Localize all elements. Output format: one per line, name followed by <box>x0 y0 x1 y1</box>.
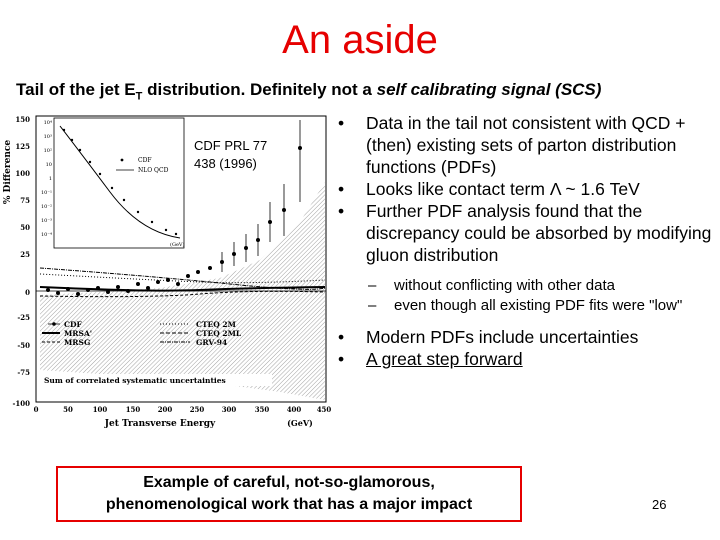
callout-line1: Example of careful, not-so-glamorous, <box>143 474 435 491</box>
y-tick: 150 <box>15 115 30 124</box>
inset-ytick: 10 <box>46 162 52 168</box>
bullet-item: • Further PDF analysis found that the dis… <box>336 200 720 266</box>
subtitle-italic: self calibrating signal (SCS) <box>376 80 602 99</box>
y-tick: 125 <box>15 142 30 151</box>
sub-bullet-item: – without conflicting with other data <box>336 276 720 296</box>
cdf-jet-et-figure: % Difference 150 125 100 75 50 25 0 -25 … <box>0 112 340 432</box>
x-tick: 200 <box>158 405 173 414</box>
inset-ytick: 10⁻³ <box>41 218 52 224</box>
bullet-dot: • <box>338 327 345 347</box>
subtitle-subscript: T <box>135 90 143 103</box>
bullet-dot: • <box>338 349 345 369</box>
x-tick: 400 <box>287 405 302 414</box>
sub-bullet-dash: – <box>368 297 377 314</box>
bullet-text: Further PDF analysis found that the disc… <box>366 201 712 265</box>
sub-bullet-dash: – <box>368 277 377 294</box>
syst-label: Sum of correlated systematic uncertainti… <box>44 376 226 385</box>
x-tick: 50 <box>63 405 73 414</box>
cdf-data-points <box>46 120 302 296</box>
legend-mrsg: MRSG <box>64 338 90 347</box>
y-tick: 50 <box>20 223 30 232</box>
figure-ylabel: % Difference <box>3 140 13 205</box>
sub-bullet-item: – even though all existing PDF fits were … <box>336 296 720 316</box>
sub-bullet-text: even though all existing PDF fits were "… <box>394 297 683 314</box>
y-tick: -100 <box>12 399 30 408</box>
bullet-dot: • <box>338 179 345 199</box>
x-tick: 150 <box>126 405 141 414</box>
inset-nlo-curve <box>59 125 181 239</box>
bullet-list: • Data in the tail not consistent with QC… <box>336 112 720 370</box>
figure-ref-line1: CDF PRL 77 <box>194 138 267 153</box>
figure-xunit: (GeV) <box>287 418 313 428</box>
bullet-link[interactable]: A great step forward <box>366 349 523 369</box>
bullet-dot: • <box>338 201 345 221</box>
legend-mrsa: MRSA' <box>64 329 92 338</box>
y-tick: 75 <box>20 196 30 205</box>
cteq2m-curve <box>39 273 326 284</box>
inset-ytick: 10⁻⁴ <box>41 232 52 238</box>
subtitle-part1: Tail of the jet E <box>16 80 136 99</box>
bullet-item: • Looks like contact term Λ ~ 1.6 TeV <box>336 178 720 200</box>
inset-ytick: 10² <box>44 148 52 154</box>
inset-xunit: (GeV) <box>170 241 185 248</box>
page-number: 26 <box>652 497 667 512</box>
figure-xlabel: Jet Transverse Energy <box>104 419 216 429</box>
y-tick: 25 <box>20 250 30 259</box>
x-tick: 100 <box>93 405 108 414</box>
x-tick: 350 <box>255 405 270 414</box>
inset-legend-nlo: NLO QCD <box>138 167 169 174</box>
figure-legend: CDF MRSA' MRSG CTEQ 2M CTEQ 2ML GRV-94 <box>42 320 242 347</box>
bullet-text: Looks like contact term Λ ~ 1.6 TeV <box>366 179 640 199</box>
bullet-text: Data in the tail not consistent with QCD… <box>366 113 686 177</box>
y-tick: -50 <box>17 341 30 350</box>
figure-ref-line2: 438 (1996) <box>194 156 257 171</box>
inset-legend-cdf: CDF <box>138 157 152 164</box>
x-tick: 300 <box>222 405 237 414</box>
bullet-text: Modern PDFs include uncertainties <box>366 327 639 347</box>
slide-subtitle: Tail of the jet ET distribution. Definit… <box>16 80 716 102</box>
legend-cteq2m: CTEQ 2M <box>196 320 236 329</box>
bullet-item: • A great step forward <box>336 348 720 370</box>
x-tick: 450 <box>317 405 332 414</box>
bullet-item: • Modern PDFs include uncertainties <box>336 326 720 348</box>
y-tick-labels: 150 125 100 75 50 25 0 -25 -50 -75 -100 <box>12 115 30 408</box>
mrsg-curve <box>39 290 326 298</box>
y-tick: -75 <box>17 368 30 377</box>
bullet-dot: • <box>338 113 345 133</box>
inset-ytick: 1 <box>49 176 52 182</box>
y-tick: 0 <box>25 288 30 297</box>
x-tick-labels: 0 50 100 150 200 250 300 350 400 450 <box>34 405 332 414</box>
plot-frame <box>35 115 327 403</box>
x-tick: 0 <box>34 405 39 414</box>
legend-cteq2ml: CTEQ 2ML <box>196 329 242 338</box>
bullet-item: • Data in the tail not consistent with QC… <box>336 112 720 178</box>
legend-grv94: GRV-94 <box>196 338 227 347</box>
inset-ytick: 10⁴ <box>44 120 52 126</box>
legend-cdf: CDF <box>64 320 82 329</box>
slide-title: An aside <box>282 18 438 62</box>
x-tick: 250 <box>190 405 205 414</box>
sub-bullet-text: without conflicting with other data <box>394 277 615 294</box>
callout-line2: phenomenological work that has a major i… <box>105 496 473 513</box>
grv94-curve <box>39 267 326 290</box>
subtitle-part2: distribution. Definitely not a <box>142 80 377 99</box>
y-tick: -25 <box>17 313 30 322</box>
y-tick: 100 <box>15 169 30 178</box>
callout-box: Example of careful, not-so-glamorous, ph… <box>56 466 522 522</box>
inset-ytick: 10⁻¹ <box>41 190 52 196</box>
syst-label-box <box>40 374 272 386</box>
inset-ytick: 10³ <box>44 134 52 140</box>
inset-plot: 10⁴ 10³ 10² 10 1 10⁻¹ 10⁻² 10⁻³ 10⁻⁴ CDF… <box>41 117 185 249</box>
inset-ytick: 10⁻² <box>41 204 52 210</box>
